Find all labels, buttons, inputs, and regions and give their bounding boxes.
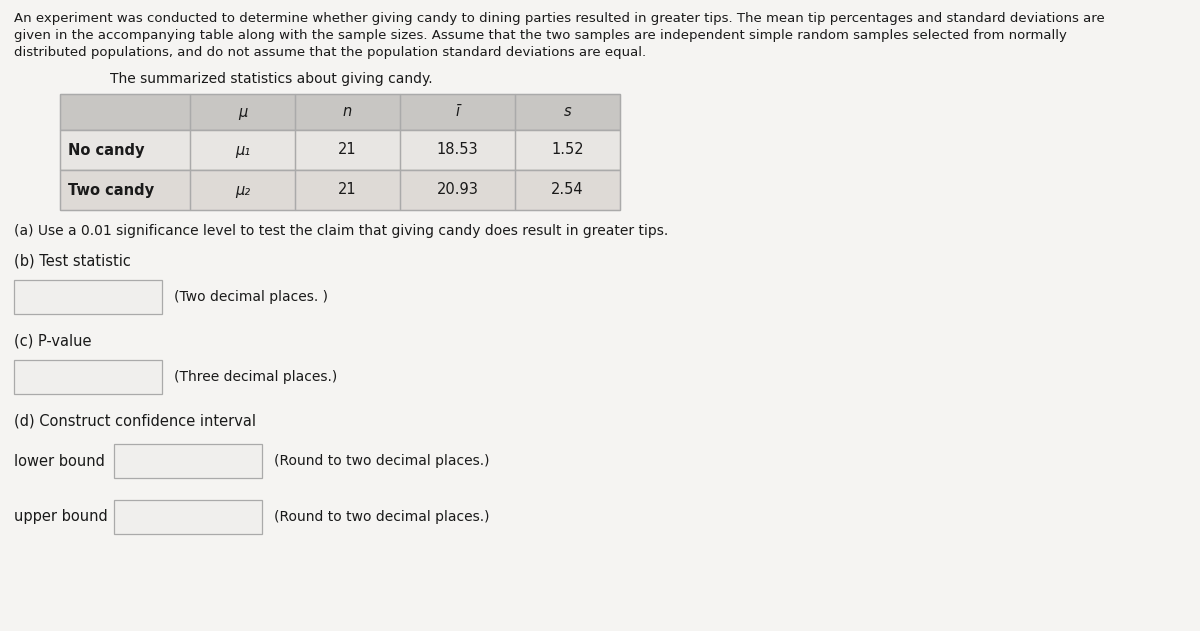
Bar [515,170,620,210]
Text: n: n [343,105,352,119]
Text: 18.53: 18.53 [437,143,479,158]
Bar [60,94,190,130]
Bar [60,130,190,170]
Bar [14,360,162,394]
Text: (b) Test statistic: (b) Test statistic [14,254,131,269]
Bar [14,280,162,314]
Text: The summarized statistics about giving candy.: The summarized statistics about giving c… [110,72,433,86]
Text: 20.93: 20.93 [437,182,479,198]
Text: upper bound: upper bound [14,509,108,524]
Text: (c) P-value: (c) P-value [14,334,91,349]
Text: distributed populations, and do not assume that the population standard deviatio: distributed populations, and do not assu… [14,46,646,59]
Bar [295,130,400,170]
Bar [295,94,400,130]
Bar [400,94,515,130]
Text: ī: ī [456,105,460,119]
Text: (Two decimal places. ): (Two decimal places. ) [174,290,328,304]
Text: 21: 21 [338,143,356,158]
Text: μ: μ [238,105,247,119]
Text: 1.52: 1.52 [551,143,584,158]
Text: (Round to two decimal places.): (Round to two decimal places.) [274,454,490,468]
Bar [60,170,190,210]
Text: No candy: No candy [68,143,144,158]
Bar [515,94,620,130]
Text: 21: 21 [338,182,356,198]
Bar [60,130,620,170]
Bar [190,130,295,170]
Text: An experiment was conducted to determine whether giving candy to dining parties : An experiment was conducted to determine… [14,12,1105,25]
Bar [190,94,295,130]
Bar [60,94,620,130]
Text: s: s [564,105,571,119]
Bar [60,170,620,210]
Bar [190,170,295,210]
Text: Two candy: Two candy [68,182,154,198]
Bar [515,130,620,170]
Text: (a) Use a 0.01 significance level to test the claim that giving candy does resul: (a) Use a 0.01 significance level to tes… [14,224,668,238]
Bar [295,170,400,210]
Text: (Round to two decimal places.): (Round to two decimal places.) [274,510,490,524]
Bar [114,444,262,478]
Bar [400,170,515,210]
Text: μ₁: μ₁ [235,143,250,158]
Bar [114,500,262,534]
Text: lower bound: lower bound [14,454,104,468]
Text: (d) Construct confidence interval: (d) Construct confidence interval [14,414,256,429]
Text: 2.54: 2.54 [551,182,584,198]
Text: given in the accompanying table along with the sample sizes. Assume that the two: given in the accompanying table along wi… [14,29,1067,42]
Text: μ₂: μ₂ [235,182,250,198]
Bar [400,130,515,170]
Text: (Three decimal places.): (Three decimal places.) [174,370,337,384]
